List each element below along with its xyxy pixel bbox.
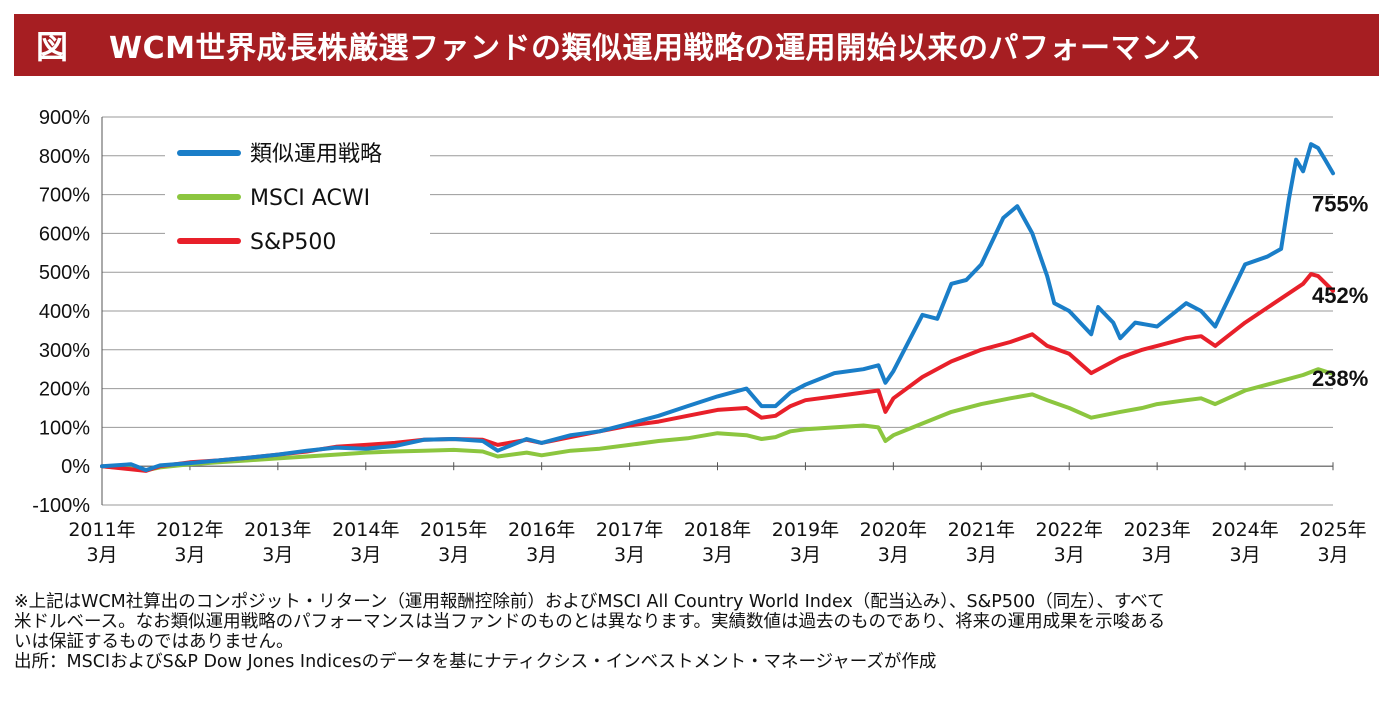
performance-chart: -100% 0% 100% 200% 300% 400% 500% 600% 700% 800% 9… bbox=[32, 107, 1368, 566]
series-line-2 bbox=[100, 272, 1335, 473]
x-tick-label-month: 3月 bbox=[790, 544, 821, 566]
x-tick-label-year: 2013年 bbox=[244, 519, 311, 541]
x-tick-label-year: 2015年 bbox=[420, 519, 487, 541]
x-tick-label-month: 3月 bbox=[86, 544, 117, 566]
legend-label-1: MSCI ACWI bbox=[250, 186, 370, 211]
x-tick-label-month: 3月 bbox=[878, 544, 909, 566]
y-tick-label: -100% bbox=[32, 495, 90, 517]
footnotes: ※上記はWCM社算出のコンポジット・リターン（運用報酬控除前）およびMSCI A… bbox=[14, 592, 1384, 672]
x-axis: 2011年 3月 2012年 3月 2013年 3月 2014年 3月 2015年 3月 2016年… bbox=[68, 462, 1367, 566]
series-line-1 bbox=[100, 367, 1335, 473]
x-tick-label-year: 2019年 bbox=[772, 519, 839, 541]
title-banner: 図 WCM世界成長株厳選ファンドの類似運用戦略の運用開始以来のパフォーマンス bbox=[14, 14, 1379, 76]
legend-label-0: 類似運用戦略 bbox=[250, 142, 382, 167]
x-tick-label-month: 3月 bbox=[350, 544, 381, 566]
y-tick-label: 900% bbox=[39, 107, 90, 129]
x-tick-label-month: 3月 bbox=[438, 544, 469, 566]
y-axis: -100% 0% 100% 200% 300% 400% 500% 600% 700% 800% 9… bbox=[32, 107, 103, 517]
end-label-2: 452% bbox=[1312, 283, 1368, 308]
y-tick-label: 100% bbox=[39, 417, 90, 439]
end-labels: 755% 238% 452% bbox=[1312, 191, 1368, 391]
x-tick-label-year: 2011年 bbox=[68, 519, 135, 541]
x-tick-label-month: 3月 bbox=[1317, 544, 1348, 566]
legend-label-2: S&P500 bbox=[250, 230, 336, 255]
series-line-0 bbox=[100, 142, 1335, 473]
x-tick-label-month: 3月 bbox=[702, 544, 733, 566]
x-tick-label-year: 2016年 bbox=[508, 519, 575, 541]
y-tick-label: 300% bbox=[39, 340, 90, 362]
y-tick-label: 500% bbox=[39, 262, 90, 284]
x-tick-label-year: 2024年 bbox=[1211, 519, 1278, 541]
footnote-line-3: いは保証するものではありません。 bbox=[14, 632, 294, 652]
x-tick-label-year: 2012年 bbox=[156, 519, 223, 541]
y-tick-label: 600% bbox=[39, 223, 90, 245]
y-tick-label: 200% bbox=[39, 379, 90, 401]
x-tick-label-year: 2020年 bbox=[860, 519, 927, 541]
x-tick-label-month: 3月 bbox=[1142, 544, 1173, 566]
x-tick-label-month: 3月 bbox=[1230, 544, 1261, 566]
footnote-line-2: 米ドルベース。なお類似運用戦略のパフォーマンスは当ファンドのものとは異なります。… bbox=[14, 612, 1166, 632]
x-tick-label-month: 3月 bbox=[262, 544, 293, 566]
x-tick-label-year: 2021年 bbox=[948, 519, 1015, 541]
x-tick-label-month: 3月 bbox=[1054, 544, 1085, 566]
x-tick-label-month: 3月 bbox=[966, 544, 997, 566]
series-lines bbox=[100, 142, 1335, 473]
x-tick-label-month: 3月 bbox=[614, 544, 645, 566]
x-tick-label-year: 2017年 bbox=[596, 519, 663, 541]
x-tick-label-month: 3月 bbox=[174, 544, 205, 566]
y-tick-label: 700% bbox=[39, 185, 90, 207]
source-note: 出所：MSCIおよびS&P Dow Jones Indicesのデータを基にナテ… bbox=[14, 652, 937, 672]
y-tick-label: 800% bbox=[39, 146, 90, 168]
y-tick-label: 0% bbox=[61, 456, 90, 478]
end-label-1: 238% bbox=[1312, 366, 1368, 391]
y-tick-label: 400% bbox=[39, 301, 90, 323]
chart-title: WCM世界成長株厳選ファンドの類似運用戦略の運用開始以来のパフォーマンス bbox=[109, 31, 1202, 66]
footnote-line-1: ※上記はWCM社算出のコンポジット・リターン（運用報酬控除前）およびMSCI A… bbox=[14, 592, 1165, 612]
x-tick-label-year: 2014年 bbox=[332, 519, 399, 541]
x-tick-label-year: 2025年 bbox=[1299, 519, 1366, 541]
figure-label: 図 bbox=[36, 28, 70, 66]
end-label-0: 755% bbox=[1312, 191, 1368, 216]
legend: 類似運用戦略 MSCI ACWI S&P500 bbox=[177, 142, 382, 255]
x-tick-label-year: 2022年 bbox=[1036, 519, 1103, 541]
x-tick-label-year: 2018年 bbox=[684, 519, 751, 541]
x-tick-label-month: 3月 bbox=[526, 544, 557, 566]
x-tick-label-year: 2023年 bbox=[1123, 519, 1190, 541]
